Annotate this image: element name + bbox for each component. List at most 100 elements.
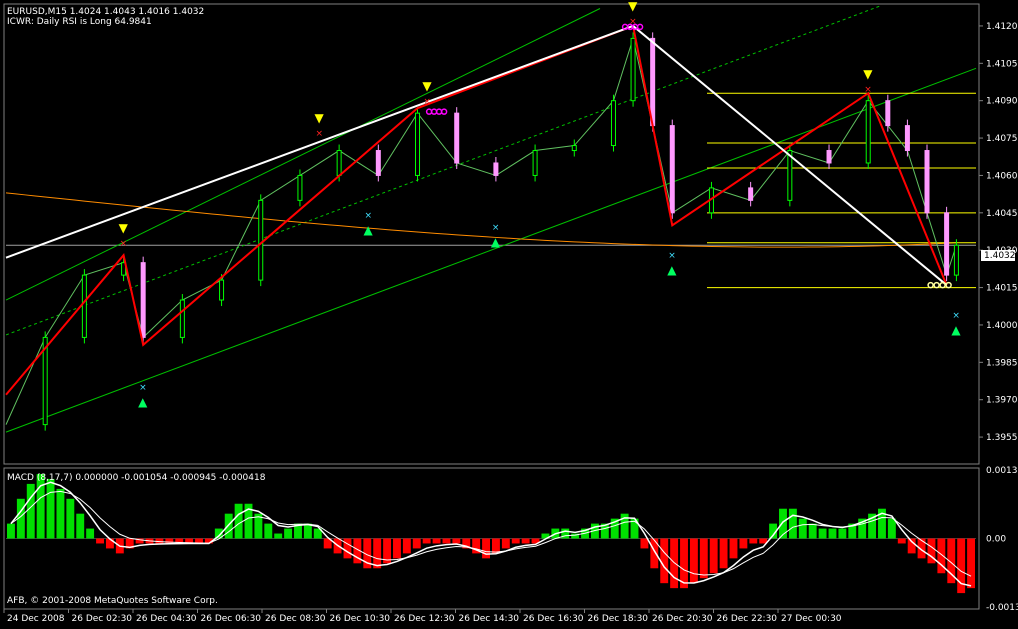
macd-histogram-bar	[412, 538, 421, 549]
macd-histogram-bar	[937, 538, 946, 574]
macd-histogram-bar	[442, 538, 451, 544]
macd-histogram-bar	[620, 513, 629, 539]
macd-histogram-bar	[640, 538, 649, 549]
macd-elements	[6, 473, 976, 594]
time-tick-label: 26 Dec 02:30	[72, 614, 133, 624]
macd-histogram-bar	[274, 533, 283, 539]
macd-pane-frame	[3, 467, 980, 610]
time-tick-label: 26 Dec 22:30	[717, 614, 778, 624]
macd-histogram-bar	[393, 538, 401, 559]
time-tick-label: 26 Dec 14:30	[459, 614, 520, 624]
time-tick-label: 26 Dec 06:30	[201, 614, 262, 624]
macd-histogram-bar	[699, 538, 708, 579]
macd-histogram-bar	[848, 523, 857, 539]
macd-histogram-bar	[788, 508, 797, 539]
macd-histogram-bar	[967, 538, 975, 589]
macd-main-line	[10, 481, 972, 587]
price-tick-label: 1.3955	[986, 433, 1018, 443]
macd-histogram-bar	[779, 508, 787, 539]
price-tick-label: 1.4075	[986, 134, 1018, 144]
macd-histogram-bar	[214, 528, 223, 539]
macd-histogram-bar	[957, 538, 966, 594]
macd-histogram-bar	[610, 518, 619, 539]
peak-x-marker: ×	[864, 85, 872, 95]
chart-subtitle: ICWR: Daily RSI is Long 64.9841	[7, 17, 152, 27]
price-tick-label: 1.4105	[986, 59, 1018, 69]
peak-x-marker: ×	[629, 17, 637, 27]
macd-histogram-bar	[105, 538, 114, 549]
macd-histogram-bar	[244, 503, 253, 539]
macd-histogram-bar	[383, 538, 392, 564]
peak-x-marker: ×	[120, 239, 128, 249]
macd-histogram-bar	[125, 538, 134, 549]
macd-histogram-bar	[798, 518, 807, 539]
macd-histogram-bar	[818, 528, 827, 539]
macd-histogram-bar	[7, 523, 15, 539]
footer-copyright: AFB, © 2001-2008 MetaQuotes Software Cor…	[7, 596, 218, 606]
macd-histogram-bar	[165, 538, 174, 544]
candle-body	[944, 212, 950, 276]
macd-histogram-bar	[858, 518, 867, 539]
macd-histogram-bar	[739, 538, 748, 549]
pattern-circle-marker	[945, 281, 952, 289]
macd-title: MACD (8,17,7) 0.000000 -0.001054 -0.0009…	[7, 473, 266, 483]
macd-histogram-bar	[26, 483, 35, 539]
macd-histogram-bar	[482, 538, 490, 559]
macd-histogram-bar	[155, 538, 164, 544]
pattern-circle-marker	[636, 23, 644, 31]
macd-histogram-bar	[561, 528, 570, 539]
macd-histogram-bar	[46, 478, 55, 539]
macd-histogram-bar	[452, 538, 461, 544]
price-tick-label: 1.3970	[986, 396, 1018, 406]
macd-histogram-bar	[402, 538, 411, 554]
price-close-line	[5, 36, 957, 425]
candle-body	[885, 100, 891, 127]
candle-body	[826, 150, 832, 164]
pattern-circle-marker	[440, 108, 448, 115]
macd-histogram-bar	[660, 538, 669, 584]
candle-body	[630, 37, 636, 102]
trough-x-marker: ×	[952, 311, 960, 321]
macd-histogram-bar	[264, 523, 273, 539]
trough-arrow-icon: ▲	[951, 323, 961, 337]
macd-histogram-bar	[224, 513, 233, 539]
time-axis: 24 Dec 2008 26 Dec 02:30 26 Dec 04:30 26 De…	[3, 609, 842, 624]
candle-body	[258, 199, 264, 281]
candle-body	[650, 37, 656, 127]
macd-histogram-bar	[501, 538, 510, 549]
peak-arrow-icon: ▼	[422, 79, 432, 93]
macd-tick-label: 0.00	[986, 535, 1006, 545]
macd-histogram-bar	[56, 488, 65, 539]
macd-histogram-bar	[284, 528, 293, 539]
macd-histogram-bar	[729, 538, 738, 559]
peak-x-marker: ×	[316, 129, 324, 139]
macd-histogram-bar	[907, 538, 916, 554]
macd-histogram-bar	[927, 538, 936, 564]
candle-body	[179, 299, 185, 338]
macd-histogram-bar	[521, 538, 530, 544]
chart-title: EURUSD,M15 1.4024 1.4043 1.4016 1.4032	[7, 7, 204, 17]
candle-body	[42, 336, 48, 426]
trough-arrow-icon: ▲	[491, 235, 501, 249]
macd-signal-line	[10, 490, 972, 577]
macd-histogram-bar	[96, 538, 104, 544]
macd-histogram-bar	[313, 528, 322, 539]
macd-histogram-bar	[185, 538, 194, 544]
price-elements: ▼ × ▼ × ▼ × ▼ × ▼ × × ▲ × ▲ × ▲ × ▲ × ▲	[5, 0, 977, 433]
trough-x-marker: ×	[668, 251, 676, 261]
macd-histogram-bar	[66, 498, 75, 539]
macd-histogram-bar	[917, 538, 926, 559]
macd-histogram-bar	[462, 538, 471, 549]
macd-histogram-bar	[175, 538, 184, 544]
macd-histogram-bar	[541, 533, 550, 539]
candle-body	[415, 112, 421, 176]
trough-x-marker: ×	[365, 211, 373, 221]
candle-body	[953, 244, 959, 276]
macd-histogram-bar	[680, 538, 688, 589]
macd-histogram-bar	[432, 538, 441, 544]
macd-histogram-bar	[234, 503, 243, 539]
macd-histogram-bar	[195, 538, 203, 544]
price-tick-label: 1.4015	[986, 284, 1018, 294]
